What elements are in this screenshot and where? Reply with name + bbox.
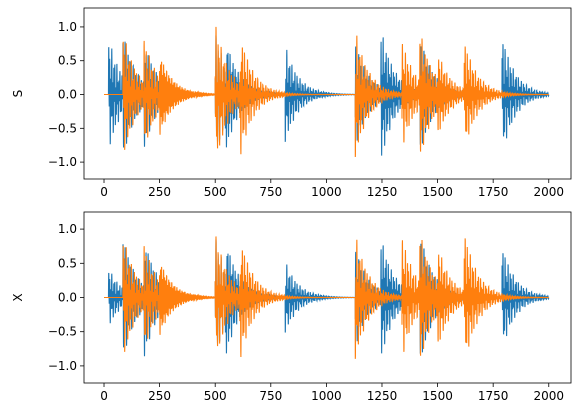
top-panel-ylabel: S (11, 90, 25, 98)
y-tick-label: 0.5 (58, 54, 77, 68)
y-tick-label: −0.5 (48, 121, 77, 135)
y-tick-label: 0.5 (58, 256, 77, 270)
y-tick-label: −1.0 (48, 155, 77, 169)
bottom-panel-x: 0 250 500 750 1000 1250 1500 1750 2000 −1.0 −0.5 0.… (11, 211, 572, 403)
y-tick-label: 1.0 (58, 20, 77, 34)
x-tick-label: 1250 (367, 389, 398, 403)
x-tick-label: 1000 (311, 185, 342, 199)
x-tick-label: 1750 (478, 389, 509, 403)
x-tick-label: 500 (204, 389, 227, 403)
x-tick-label: 1500 (422, 185, 453, 199)
series-1-line (104, 26, 549, 158)
y-tick-label: −1.0 (48, 359, 77, 373)
bottom-panel-series (104, 236, 550, 359)
x-tick-label: 250 (148, 185, 171, 199)
top-panel-ticks: 0 250 500 750 1000 1250 1500 1750 2000 −1.0 −0.5 0.… (48, 20, 564, 199)
x-tick-label: 1500 (422, 389, 453, 403)
top-panel-s: 0 250 500 750 1000 1250 1500 1750 2000 −1.0 −0.5 0.… (11, 7, 572, 199)
y-tick-label: 0.0 (58, 88, 77, 102)
x-tick-label: 1250 (367, 185, 398, 199)
x-tick-label: 750 (259, 185, 282, 199)
x-tick-label: 2000 (533, 185, 564, 199)
top-panel-frame (83, 7, 572, 180)
x-tick-label: 500 (204, 185, 227, 199)
series-1-line (104, 236, 549, 359)
top-panel-series (104, 26, 550, 158)
x-tick-label: 2000 (533, 389, 564, 403)
y-tick-label: 0.0 (58, 291, 77, 305)
x-tick-label: 750 (259, 389, 282, 403)
x-tick-label: 1000 (311, 389, 342, 403)
bottom-panel-ylabel: X (11, 293, 25, 301)
x-tick-label: 0 (100, 389, 108, 403)
bottom-panel-ticks: 0 250 500 750 1000 1250 1500 1750 2000 −1.0 −0.5 0.… (48, 222, 564, 403)
y-tick-label: −0.5 (48, 325, 77, 339)
x-tick-label: 0 (100, 185, 108, 199)
x-tick-label: 250 (148, 389, 171, 403)
x-tick-label: 1750 (478, 185, 509, 199)
y-tick-label: 1.0 (58, 222, 77, 236)
